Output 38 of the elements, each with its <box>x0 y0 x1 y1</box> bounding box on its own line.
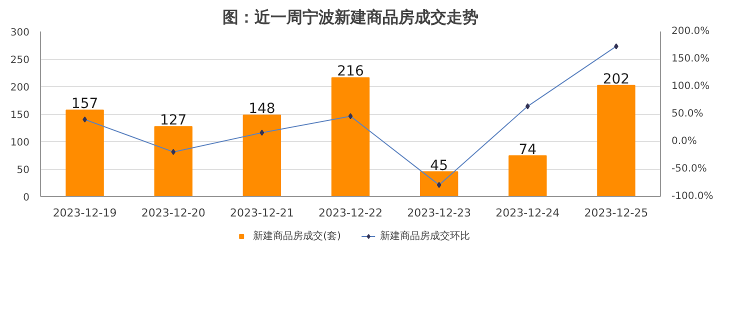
x-tick-label: 2023-12-24 <box>496 206 560 220</box>
legend-label: 新建商品房成交(套) <box>253 230 341 243</box>
x-tick-label: 2023-12-22 <box>318 206 382 220</box>
y-tick-label: 250 <box>10 55 30 66</box>
y-tick-label: 50 <box>16 165 30 176</box>
legend-label: 新建商品房成交环比 <box>380 230 470 243</box>
x-tick-label: 2023-12-23 <box>407 206 472 220</box>
y2-tick-label: -50.0% <box>672 164 707 174</box>
y2-tick-label: 0.0% <box>672 136 697 147</box>
data-label: 74 <box>518 142 537 158</box>
data-label: 157 <box>71 96 98 112</box>
y-tick-label: 100 <box>10 138 30 148</box>
y2-tick-label: 200.0% <box>672 26 710 37</box>
bar <box>66 110 104 196</box>
y2-tick-label: 50.0% <box>672 108 704 120</box>
bar <box>420 171 458 196</box>
y-tick-label: 0 <box>23 192 30 204</box>
bar <box>597 84 636 196</box>
y2-tick-label: 150.0% <box>672 54 710 64</box>
y2-tick-label: -100.0% <box>672 191 714 202</box>
data-label: 127 <box>160 112 187 129</box>
x-tick-label: 2023-12-19 <box>52 206 117 220</box>
data-label: 148 <box>248 101 276 118</box>
bar <box>331 77 370 196</box>
x-tick-label: 2023-12-25 <box>584 206 648 220</box>
chart-title: 图：近一周宁波新建商品房成交走势 <box>222 8 478 26</box>
bar <box>242 114 282 196</box>
bar <box>508 155 547 196</box>
y2-tick-label: 100.0% <box>672 81 710 92</box>
y-tick-label: 150 <box>10 110 30 121</box>
data-label: 202 <box>602 71 630 88</box>
x-tick-label: 2023-12-20 <box>141 206 206 220</box>
y-tick-label: 200 <box>10 82 30 94</box>
bar <box>154 126 192 196</box>
data-label: 216 <box>337 64 364 80</box>
x-tick-label: 2023-12-21 <box>230 206 294 220</box>
y-tick-label: 300 <box>10 28 30 38</box>
data-label: 45 <box>430 158 448 174</box>
